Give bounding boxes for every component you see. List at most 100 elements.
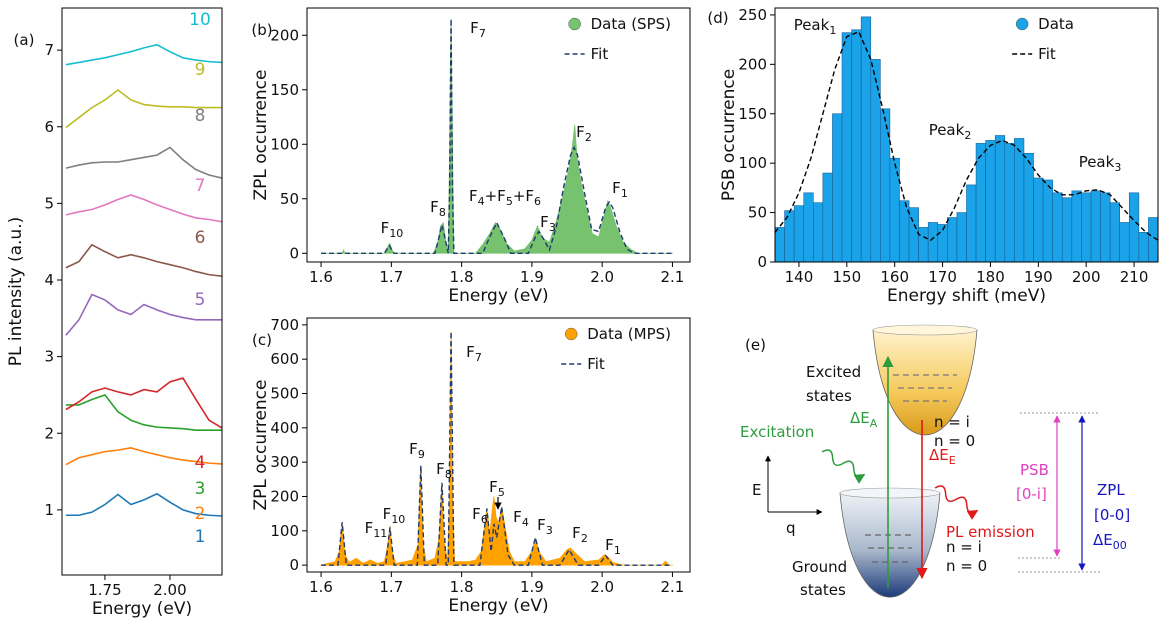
legend: Data Fit xyxy=(1012,15,1074,63)
subscript: 7 xyxy=(479,27,486,40)
legend-label: Fit xyxy=(587,355,605,373)
ground-well-rim xyxy=(839,487,941,499)
histogram-bar xyxy=(1090,190,1101,262)
level-label: n = 0 xyxy=(934,432,975,450)
histogram-bar xyxy=(1071,190,1082,262)
excited-well-rim xyxy=(872,324,978,336)
text-part: F xyxy=(436,460,445,478)
y-tick-label: 1 xyxy=(44,501,54,519)
y-tick-label: 6 xyxy=(44,118,54,136)
peak-annotation: Peak2 xyxy=(929,121,972,142)
subscript: 5 xyxy=(498,486,505,499)
data-area xyxy=(320,331,673,566)
histogram-bar xyxy=(1042,179,1053,262)
histogram-bar xyxy=(832,113,843,262)
histogram-bar xyxy=(1023,152,1034,262)
spectrum-line xyxy=(65,194,222,223)
x-tick-label: 1.6 xyxy=(309,578,333,596)
energy-diagram: (e) Excited states n = i n = 0 Ground st… xyxy=(740,324,1130,599)
level-label: n = i xyxy=(946,538,982,556)
y-tick-label: 200 xyxy=(270,26,299,44)
legend: Data (MPS) Fit xyxy=(561,325,671,373)
plot-frame xyxy=(61,7,223,576)
subscript: E xyxy=(949,454,956,467)
spectrum-line xyxy=(65,88,222,129)
histogram-bar xyxy=(822,172,833,262)
panel-label: (e) xyxy=(745,336,766,354)
text-part: F xyxy=(365,519,374,537)
text-part: F xyxy=(489,478,498,496)
x-tick-label: 1.7 xyxy=(379,268,403,286)
x-tick-label: 1.6 xyxy=(309,268,333,286)
plot-frame xyxy=(774,7,1159,263)
histogram-bar xyxy=(812,202,824,262)
y-tick-label: 250 xyxy=(738,6,767,24)
x-tick-label: 140 xyxy=(785,268,814,286)
subscript: 00 xyxy=(1113,539,1127,552)
y-tick-label: 150 xyxy=(270,81,299,99)
histogram-bar xyxy=(1138,232,1149,262)
psb-label: PSB xyxy=(1020,461,1049,479)
q-axis-label: q xyxy=(786,519,796,537)
ground-well xyxy=(839,492,941,598)
y-tick-label: 50 xyxy=(280,190,299,208)
y-tick-label: 500 xyxy=(270,385,299,403)
symbol: ΔE xyxy=(929,446,949,464)
emission-wave xyxy=(934,485,979,520)
peak-annotation: F2 xyxy=(572,524,588,545)
x-tick-label: 1.9 xyxy=(520,578,544,596)
y-axis-label: PL intensity (a.u.) xyxy=(6,217,26,367)
series-label: 6 xyxy=(195,228,206,248)
delta-ea: ΔEA xyxy=(850,409,878,430)
x-tick-label: 1.8 xyxy=(450,268,474,286)
histogram-bar xyxy=(918,227,929,262)
histogram-bar xyxy=(1128,192,1140,262)
plot-frame xyxy=(306,7,691,263)
panel-label: (b) xyxy=(251,21,272,39)
series-label: 10 xyxy=(189,10,211,30)
y-tick-label: 0 xyxy=(757,253,767,271)
y-tick-label: 200 xyxy=(270,487,299,505)
ground-levels xyxy=(865,534,915,563)
legend-key xyxy=(564,327,578,341)
delta-ee: ΔEE xyxy=(929,446,956,467)
panel-label: (d) xyxy=(707,9,728,27)
y-tick-label: 150 xyxy=(738,105,767,123)
excitation-label: Excitation xyxy=(740,423,814,441)
spectrum-line xyxy=(65,393,222,431)
y-tick-label: 700 xyxy=(270,316,299,334)
plot-frame xyxy=(306,317,691,573)
energy-axis-label: E xyxy=(752,481,761,499)
subscript: 4 xyxy=(522,516,529,529)
y-tick-label: 7 xyxy=(44,41,54,59)
histogram-bar xyxy=(947,217,958,262)
plot-area xyxy=(320,18,674,254)
y-tick-label: 5 xyxy=(44,194,54,212)
x-tick-label: 2.0 xyxy=(590,268,614,286)
text-part: F xyxy=(409,440,418,458)
peak-annotation: F3 xyxy=(537,516,553,537)
plot-area xyxy=(65,43,222,517)
histogram-bar xyxy=(880,108,891,262)
peak-annotation: F11 xyxy=(365,519,388,540)
histogram-bar xyxy=(1052,192,1063,262)
subscript: 2 xyxy=(581,532,588,545)
chart-panel: 1.75 2.00 1 2 3 4 5 6 7 Energy (eV) PL intensity (… xyxy=(6,7,223,619)
subscript: 8 xyxy=(439,206,446,219)
y-tick-label: 0 xyxy=(289,556,299,574)
peak-annotation: Peak1 xyxy=(794,16,837,37)
peak-annotation: F4 xyxy=(513,508,529,529)
y-tick-label: 3 xyxy=(44,348,54,366)
histogram-bar xyxy=(1100,192,1111,262)
peak-annotation: F5 xyxy=(489,478,505,499)
x-tick-label: 160 xyxy=(880,268,909,286)
subscript: 5 xyxy=(506,195,513,208)
symbol: ΔE xyxy=(850,409,870,427)
legend: Data (SPS) Fit xyxy=(564,15,671,63)
y-tick-label: 100 xyxy=(270,522,299,540)
excited-label: states xyxy=(806,387,852,405)
series-label: 4 xyxy=(195,453,206,473)
subscript: 2 xyxy=(964,129,971,142)
delta-e00: ΔE00 xyxy=(1093,531,1127,552)
